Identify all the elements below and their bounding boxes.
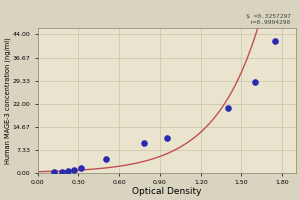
X-axis label: Optical Density: Optical Density bbox=[132, 187, 202, 196]
Point bbox=[60, 170, 64, 173]
Point bbox=[79, 166, 84, 170]
Point bbox=[103, 157, 108, 160]
Point bbox=[226, 107, 230, 110]
Point bbox=[52, 171, 56, 174]
Point bbox=[253, 80, 257, 83]
Point bbox=[141, 141, 146, 145]
Point bbox=[72, 169, 77, 172]
Point bbox=[273, 39, 278, 42]
Point bbox=[164, 137, 169, 140]
Point bbox=[65, 170, 70, 173]
Y-axis label: Human MAGE-3 concentration (ng/ml): Human MAGE-3 concentration (ng/ml) bbox=[4, 37, 11, 164]
Text: $ =0.3257297
r=0.9994290: $ =0.3257297 r=0.9994290 bbox=[246, 14, 291, 25]
